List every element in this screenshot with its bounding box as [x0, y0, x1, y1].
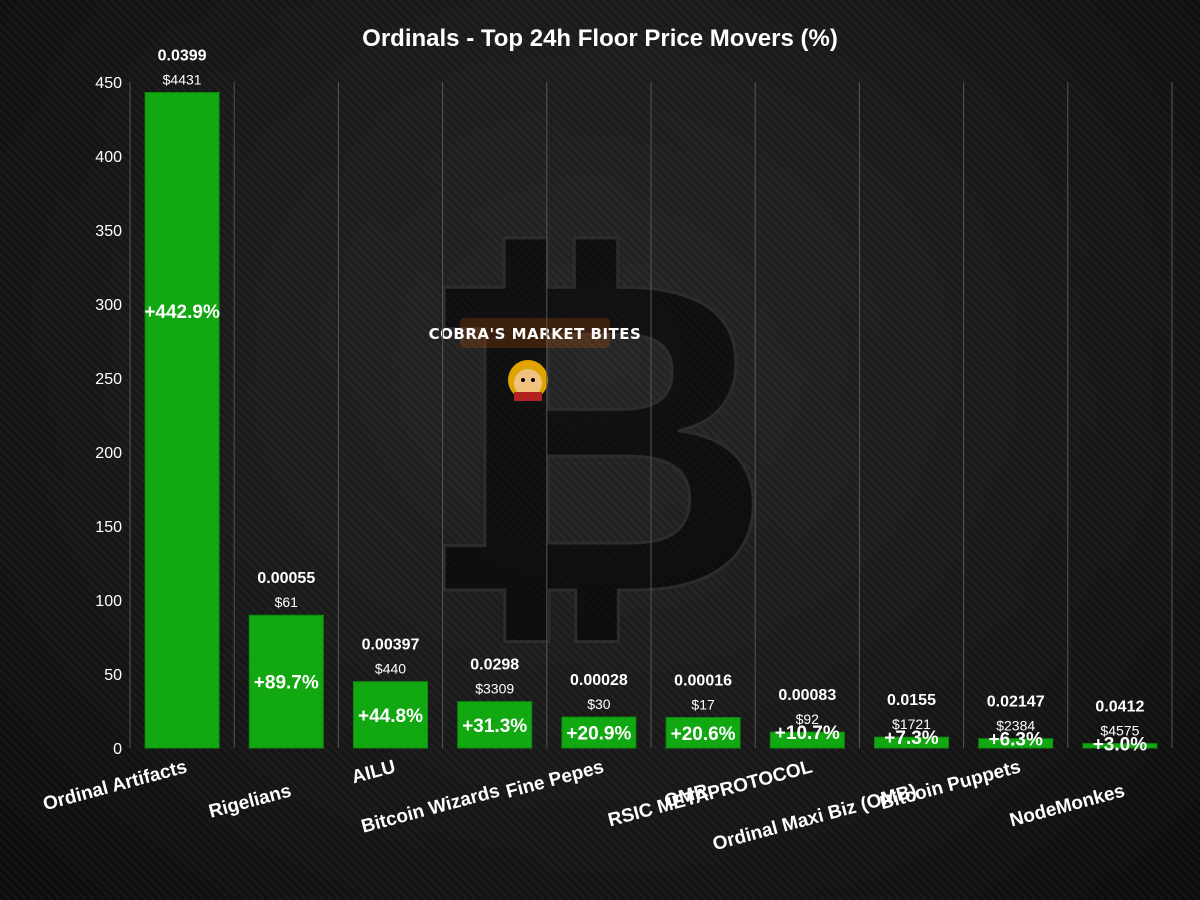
floor-btc-label: 0.0412 [1095, 699, 1144, 716]
floor-usd-label: $2384 [996, 718, 1035, 734]
bar [665, 717, 741, 749]
floor-btc-label: 0.00055 [257, 570, 315, 587]
bar [1082, 743, 1158, 749]
floor-btc-label: 0.02147 [987, 694, 1045, 711]
x-tick-label: Rigelians [207, 781, 294, 823]
floor-usd-label: $3309 [475, 681, 514, 697]
y-tick-label: 350 [95, 223, 122, 240]
watermark-glow [460, 318, 610, 348]
pct-label: +89.7% [254, 673, 319, 694]
bars [144, 92, 1158, 749]
pct-label: +6.3% [988, 730, 1043, 751]
floor-btc-label: 0.0155 [887, 692, 936, 709]
bar [874, 736, 949, 749]
x-tick-label: Ordinal Artifacts [41, 757, 190, 816]
floor-usd-label: $4431 [163, 72, 202, 88]
bar [561, 716, 637, 749]
floor-usd-label: $30 [587, 696, 611, 712]
pct-label: +20.6% [671, 724, 736, 745]
y-tick-label: 400 [95, 149, 122, 166]
y-axis-ticks: 0 50 100 150 200 250 300 350 400 450 [95, 75, 122, 758]
y-tick-label: 100 [95, 593, 122, 610]
y-tick-label: 450 [95, 75, 122, 92]
pct-label: +20.9% [566, 724, 631, 745]
x-tick-label: AILU [350, 757, 398, 789]
bar [457, 701, 533, 749]
bar [248, 614, 324, 749]
pct-label: +31.3% [462, 716, 527, 737]
y-tick-label: 50 [104, 667, 122, 684]
y-tick-label: 200 [95, 445, 122, 462]
x-tick-label: Fine Pepes [504, 757, 606, 803]
floor-usd-label: $61 [275, 594, 299, 610]
floor-btc-label: 0.00397 [362, 637, 420, 654]
bar [353, 681, 428, 749]
x-tick-label: Bitcoin Wizards [359, 781, 502, 838]
floor-usd-label: $440 [375, 661, 406, 677]
watermark-text: COBRA'S MARKET BITES [429, 325, 642, 343]
y-tick-label: 0 [113, 741, 122, 758]
y-tick-label: 150 [95, 519, 122, 536]
floor-btc-label: 0.00016 [674, 673, 732, 690]
grid-lines [129, 82, 1173, 748]
pct-label: +10.7% [775, 723, 840, 744]
floor-btc-label: 0.00028 [570, 672, 628, 689]
floor-usd-label: $1721 [892, 716, 931, 732]
pct-label: +44.8% [358, 706, 423, 727]
pct-label: +7.3% [884, 728, 939, 749]
avatar-icon [508, 360, 548, 401]
x-tick-label: NodeMonkes [1008, 781, 1128, 832]
pct-label: +3.0% [1093, 735, 1148, 756]
data-labels: +442.9% $4431 0.0399 +89.7% $61 0.00055 +44.8%… [144, 48, 1147, 756]
watermark: ₿ COBRA'S MARKET BITES [413, 181, 775, 696]
y-tick-label: 250 [95, 371, 122, 388]
bar [769, 731, 845, 749]
floor-usd-label: $92 [796, 711, 820, 727]
floor-usd-label: $17 [691, 697, 715, 713]
floor-btc-label: 0.0399 [158, 48, 207, 65]
bar [144, 92, 220, 749]
bitcoin-logo-icon: ₿ [415, 182, 774, 694]
floor-btc-label: 0.0298 [470, 657, 519, 674]
pct-label: +442.9% [144, 302, 220, 323]
chart-title: Ordinals - Top 24h Floor Price Movers (%… [362, 25, 838, 52]
y-tick-label: 300 [95, 297, 122, 314]
floor-usd-label: $4575 [1100, 723, 1139, 739]
bar [978, 738, 1054, 749]
floor-btc-label: 0.00083 [778, 687, 836, 704]
